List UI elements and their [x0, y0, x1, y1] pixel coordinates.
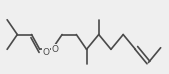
Text: O: O: [42, 48, 49, 57]
Text: O: O: [52, 45, 59, 54]
